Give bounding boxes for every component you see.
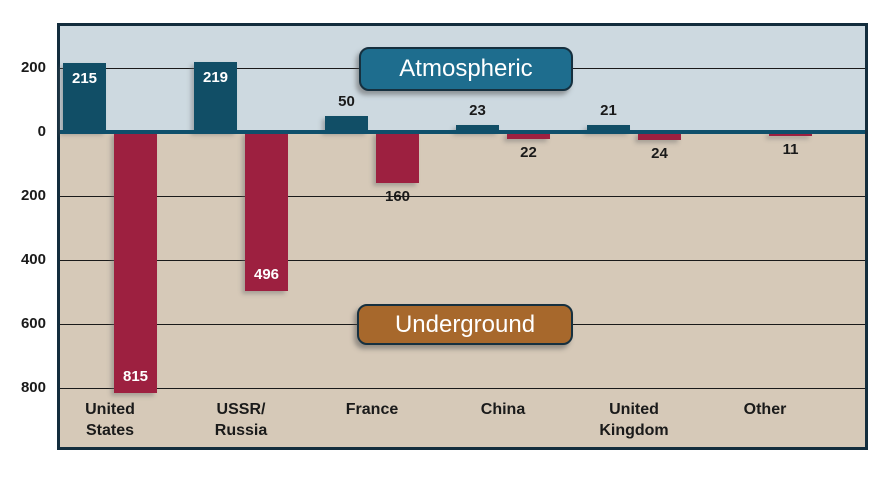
bar-value-label: 815 [122,367,149,385]
category-label-china: China [433,399,573,420]
category-label-line: France [345,401,399,418]
category-label-line: USSR/ [216,401,266,418]
underground-bar-united-kingdom [638,132,681,140]
underground-bar-france [376,132,419,184]
bar-value-label: 11 [782,140,799,158]
bar-value-label: 215 [71,70,98,88]
underground-bar-united-states [114,132,157,393]
category-label-line: United [85,401,135,418]
y-axis-tick-label: 200 [20,187,46,204]
atmospheric-legend-label: Atmospheric [399,55,533,82]
ground-region [60,132,865,447]
bar-value-label: 21 [600,102,617,120]
atmospheric-bar-ussr-russia [194,61,237,132]
zero-axis-line [60,130,865,134]
atmospheric-bar-china [456,124,499,132]
y-axis-tick-label: 0 [37,123,46,140]
category-label-other: Other [695,399,835,420]
bar-value-label: 50 [338,93,355,110]
category-label-united-states: United States [40,399,180,441]
bar-value-label: 496 [253,265,280,283]
underground-bar-ussr-russia [245,132,288,291]
bar-value-label: 22 [520,144,537,162]
y-axis-tick-label: 600 [20,315,46,332]
y-axis-tick-label: 200 [20,59,46,76]
category-label-line: China [480,401,526,418]
underground-legend-box: Underground [357,304,573,345]
y-axis-tick-label: 800 [20,379,46,396]
gridline-200 [60,196,865,197]
bar-value-label: 219 [202,68,229,86]
category-label-line: Other [743,401,787,418]
atmospheric-bar-united-kingdom [587,125,630,132]
gridline-400 [60,260,865,261]
atmospheric-bar-united-states [63,63,106,132]
category-label-united-kingdom: United Kingdom [564,399,704,441]
atmospheric-bar-france [325,116,368,132]
underground-bar-china [507,132,550,140]
atmospheric-legend-box: Atmospheric [359,47,573,91]
category-label-line: States [85,422,135,439]
y-axis-tick-label: 400 [20,251,46,268]
bar-value-label: 24 [651,144,668,162]
gridline-800 [60,388,865,389]
category-label-line: Kingdom [599,422,669,439]
category-label-line: Russia [214,422,268,439]
underground-legend-label: Underground [394,310,536,338]
category-label-line: United [609,401,659,418]
bar-value-label: 23 [469,101,486,119]
plot-area: Atmospheric Underground 215 815 United Stat… [57,23,868,450]
category-label-france: France [302,399,442,420]
bar-value-label: 160 [384,188,411,206]
category-label-ussr-russia: USSR/Russia [171,399,311,441]
